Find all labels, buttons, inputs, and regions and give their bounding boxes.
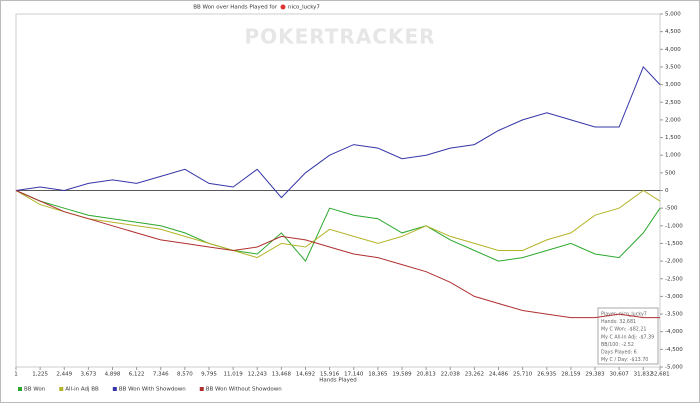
y-tick-label: 4,500 [665, 29, 681, 35]
legend-label: BB Won [24, 387, 46, 393]
legend-label: BB Won Without Showdown [206, 387, 282, 393]
y-tick-label: -1,500 [665, 241, 683, 247]
y-tick-label: 2,000 [665, 117, 681, 123]
x-tick-label: 20,813 [417, 372, 437, 378]
y-tick-label: 3,000 [665, 82, 681, 88]
y-tick-label: 500 [665, 170, 676, 176]
x-tick-label: 19,589 [392, 372, 412, 378]
y-tick-label: -500 [665, 206, 678, 212]
x-tick-label: 4,898 [105, 372, 121, 378]
x-tick-label: 2,449 [56, 372, 72, 378]
y-tick-label: -3,000 [665, 294, 683, 300]
series-line [15, 65, 661, 199]
legend-swatch [112, 387, 117, 391]
y-tick-label: -4,000 [665, 329, 683, 335]
x-axis-label: Hands Played [319, 378, 356, 384]
y-tick-label: 5,000 [665, 12, 681, 18]
tooltip-line: My C All-In Adj: -$7.39 [601, 334, 654, 340]
x-tick-label: 24,486 [489, 372, 509, 378]
y-tick-label: 1,000 [665, 153, 681, 159]
x-tick-label: 9,795 [201, 372, 217, 378]
y-tick-label: 4,000 [665, 47, 681, 53]
y-tick-label: -1,000 [665, 223, 683, 229]
x-tick-label: 30,607 [610, 372, 630, 378]
y-tick-label: -3,500 [665, 312, 683, 318]
x-tick-label: 15,916 [320, 372, 340, 378]
y-tick-label: -2,000 [665, 259, 683, 265]
x-tick-label: 3,673 [80, 372, 96, 378]
legend-swatch [199, 387, 204, 391]
legend-swatch [18, 387, 22, 391]
x-tick-label: 13,468 [272, 372, 292, 378]
tooltip-line: My C / Day: -$13.70 [601, 357, 648, 363]
legend-swatch [59, 387, 64, 391]
legend-label: BB Won With Showdown [119, 387, 186, 393]
x-tick-label: 31,832 [634, 372, 653, 378]
x-tick-label: 14,692 [296, 372, 315, 378]
x-tick-label: 1,225 [32, 372, 48, 378]
y-tick-label: -4,500 [665, 347, 683, 353]
x-tick-label: 26,935 [537, 372, 557, 378]
y-tick-label: 0 [665, 188, 669, 194]
tooltip-line: Days Played: 6 [601, 350, 637, 356]
x-tick-label: 8,570 [177, 372, 193, 378]
x-tick-label: 28,159 [561, 372, 581, 378]
x-tick-label: 23,262 [465, 372, 484, 378]
watermark: POKERTRACKER [244, 25, 435, 49]
x-tick-label: 25,710 [513, 372, 533, 378]
y-tick-label: -5,000 [665, 365, 683, 371]
x-tick-label: 22,038 [441, 372, 461, 378]
x-tick-label: 32,681 [650, 372, 669, 378]
x-tick-label: 17,140 [344, 372, 364, 378]
x-tick-label: 6,122 [129, 372, 145, 378]
y-tick-label: -2,500 [665, 276, 683, 282]
x-tick-label: 1 [14, 372, 18, 378]
y-tick-label: 3,500 [665, 64, 681, 70]
x-tick-label: 7,346 [153, 372, 169, 378]
tooltip-line: Hands: 32,681 [601, 319, 636, 325]
tooltip-line: My C Won: -$82.21 [601, 327, 646, 333]
x-tick-label: 18,365 [368, 372, 388, 378]
series-line [15, 190, 660, 319]
tooltip-line: BB/100: -2.52 [601, 342, 634, 348]
x-tick-label: 12,243 [248, 372, 268, 378]
y-tick-label: 1,500 [665, 135, 681, 141]
x-tick-label: 11,019 [223, 372, 243, 378]
series-line [15, 190, 661, 263]
y-tick-label: 2,500 [665, 100, 681, 106]
series-line [15, 189, 661, 259]
player-icon [280, 4, 286, 10]
x-tick-label: 29,383 [585, 372, 605, 378]
legend-label: All-in Adj BB [65, 387, 99, 393]
player-name: nico_lucky7 [288, 5, 320, 11]
chart-title: BB Won over Hands Played for [193, 5, 278, 11]
